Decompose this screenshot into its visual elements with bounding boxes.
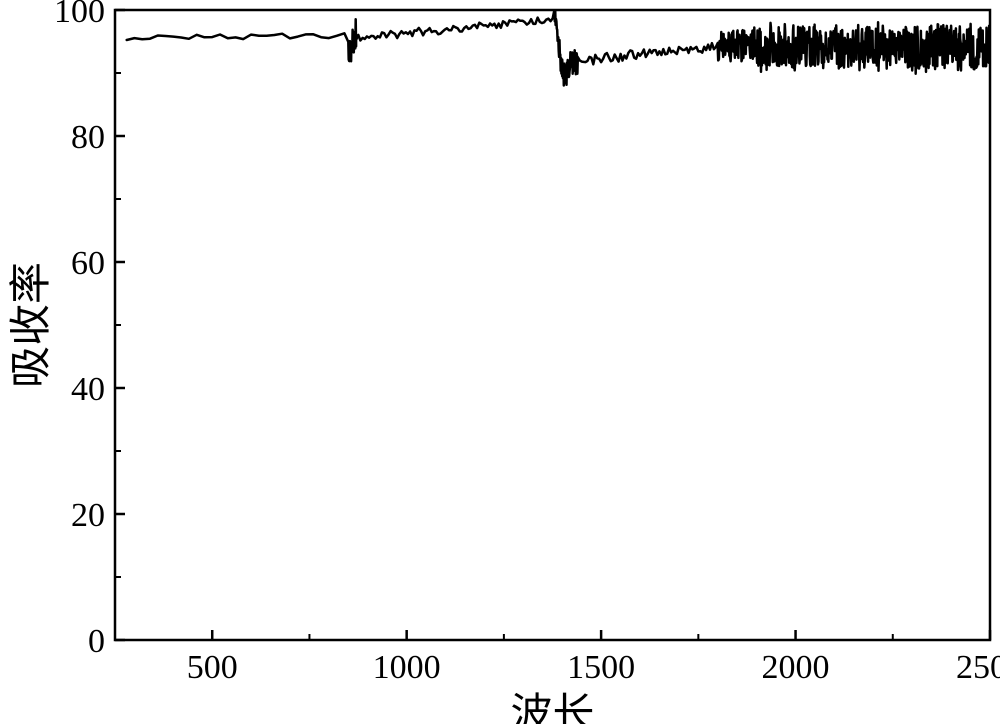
- x-tick-label: 500: [187, 649, 238, 686]
- y-tick-label: 80: [71, 119, 105, 156]
- series-line-group: [127, 10, 990, 86]
- x-axis-label: 波长: [510, 692, 594, 724]
- y-tick-label: 40: [71, 371, 105, 408]
- absorption-series: [127, 10, 990, 86]
- x-tick-label: 2000: [762, 649, 830, 686]
- y-tick-label: 0: [88, 623, 105, 660]
- y-tick-label: 60: [71, 245, 105, 282]
- x-tick-label: 1000: [373, 649, 441, 686]
- chart-container: 500 1000 1500 2000 2500 0 20 40 60 80 100 波长 吸收率: [0, 0, 1000, 724]
- axes: [115, 10, 990, 640]
- chart-svg: 500 1000 1500 2000 2500 0 20 40 60 80 100 波长 吸收率: [0, 0, 1000, 724]
- x-ticks: 500 1000 1500 2000 2500: [115, 630, 1000, 686]
- x-tick-label: 2500: [956, 649, 1000, 686]
- y-tick-label: 20: [71, 497, 105, 534]
- y-axis-label: 吸收率: [8, 262, 55, 388]
- x-tick-label: 1500: [567, 649, 635, 686]
- y-tick-label: 100: [54, 0, 105, 30]
